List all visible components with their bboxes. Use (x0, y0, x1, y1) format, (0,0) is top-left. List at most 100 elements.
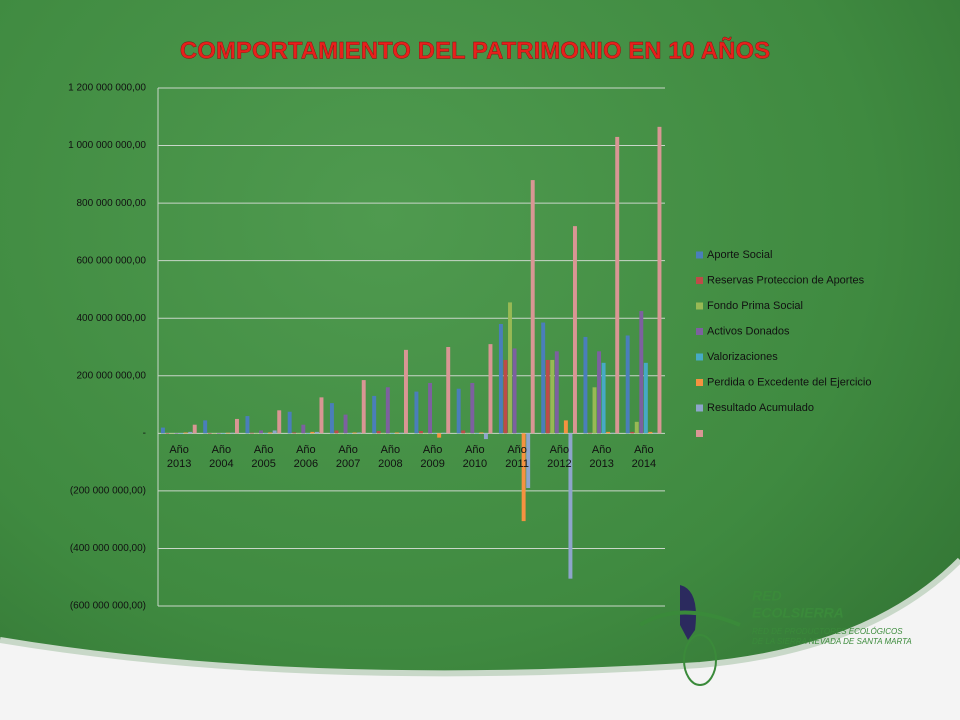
bar (343, 414, 348, 434)
bar (399, 432, 404, 434)
legend-swatch (696, 251, 703, 259)
bar (479, 432, 484, 434)
bar (498, 323, 503, 434)
bar (563, 420, 568, 434)
bar (456, 388, 461, 434)
bar (216, 433, 221, 434)
x-tick-label: Año 2007 (335, 444, 361, 471)
bar (235, 418, 239, 434)
bar (657, 126, 662, 434)
bar (212, 433, 217, 434)
bar (418, 431, 423, 434)
x-tick-label: Año 2004 (209, 444, 234, 471)
bar (254, 433, 259, 434)
bar (277, 410, 282, 434)
bar (249, 432, 254, 434)
legend-label: Activos Donados (707, 325, 790, 337)
bar (259, 430, 264, 434)
bar (432, 433, 437, 434)
bar (606, 431, 611, 434)
bar (550, 359, 555, 434)
bar (310, 431, 315, 434)
bar (230, 432, 235, 434)
chart-title: COMPORTAMIENTO DEL PATRIMONIO EN 10 AÑOS (180, 36, 770, 64)
bar (263, 433, 268, 434)
bar (192, 424, 197, 434)
bar (329, 403, 334, 434)
bar (160, 427, 165, 434)
bar (203, 420, 208, 434)
y-tick-label: (400 000 000,00) (70, 543, 146, 554)
bar (385, 387, 390, 434)
bar (488, 344, 493, 434)
legend-swatch (696, 404, 703, 412)
bar (381, 433, 386, 434)
bar (583, 336, 588, 434)
bar (376, 431, 381, 434)
bar (272, 430, 277, 434)
bar (517, 433, 522, 434)
x-tick-label: Año 2006 (293, 444, 319, 471)
bar (512, 348, 517, 434)
y-tick-label: - (143, 428, 146, 439)
legend-label: Reservas Proteccion de Aportes (707, 274, 865, 286)
y-tick-label: (200 000 000,00) (70, 486, 146, 497)
x-tick-label: Año 2009 (420, 444, 445, 471)
bar (648, 431, 653, 434)
x-tick-label: Año 2010 (462, 444, 488, 471)
bar (390, 433, 395, 434)
bar (643, 362, 648, 434)
legend-swatch (696, 353, 703, 361)
bar (225, 432, 230, 434)
legend-label: Resultado Acumulado (707, 402, 814, 414)
bar (423, 433, 428, 434)
bar (545, 359, 550, 434)
logo-branch (638, 610, 741, 627)
bar (615, 136, 620, 434)
x-tick-label: Año 2008 (378, 444, 403, 471)
bar (352, 432, 357, 434)
legend-swatch (696, 302, 703, 310)
bottom-wave (0, 560, 960, 720)
bar (314, 431, 319, 434)
x-tick-label: Año 2012 (547, 444, 572, 471)
bar (568, 433, 573, 579)
bar (188, 431, 193, 434)
bar (521, 433, 526, 522)
bar (348, 433, 353, 434)
bar (296, 433, 301, 434)
bar (268, 432, 273, 434)
bar (179, 433, 184, 434)
bar (503, 359, 508, 434)
bar (474, 433, 479, 434)
bar (319, 397, 324, 434)
bar (245, 416, 250, 434)
bar (554, 351, 559, 434)
bar (610, 432, 615, 434)
logo-tagline: DE LA SIERRA NEVADA DE SANTA MARTA (752, 637, 912, 646)
bar (441, 432, 446, 434)
y-tick-label: 600 000 000,00 (76, 255, 146, 266)
bar (541, 322, 546, 434)
y-tick-label: 800 000 000,00 (76, 198, 146, 209)
x-tick-label: Año 2005 (251, 444, 276, 471)
bar (573, 226, 577, 434)
legend-label: Perdida o Excedente del Ejercicio (707, 376, 871, 388)
logo-tagline: RED DE PRODUCTORES ECOLÓGICOS (752, 627, 903, 636)
bar (559, 433, 564, 434)
bar (361, 380, 366, 434)
wave-edge (0, 557, 960, 677)
legend-swatch (696, 277, 703, 284)
bar (221, 433, 226, 434)
bar (446, 347, 451, 434)
logo-net (683, 634, 717, 686)
y-tick-label: 200 000 000,00 (76, 370, 146, 381)
y-tick-label: (600 000 000,00) (70, 601, 146, 612)
bar (404, 349, 408, 434)
y-tick-label: 1 000 000 000,00 (68, 140, 146, 151)
bar (465, 433, 470, 434)
legend-swatch (696, 430, 703, 437)
bar (428, 382, 433, 434)
bar (287, 411, 292, 434)
